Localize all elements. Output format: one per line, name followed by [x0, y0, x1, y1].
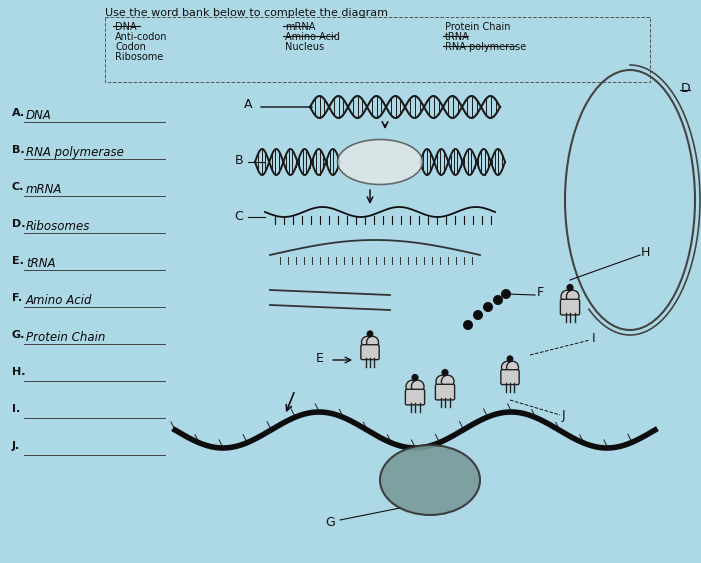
Text: DNA: DNA: [115, 22, 137, 32]
Circle shape: [442, 369, 449, 376]
Text: tRNA: tRNA: [445, 32, 470, 42]
Text: H.: H.: [12, 367, 25, 377]
Text: H: H: [641, 247, 651, 260]
Text: DNA: DNA: [26, 109, 52, 122]
Circle shape: [507, 361, 519, 373]
Circle shape: [362, 336, 374, 348]
Text: Protein Chain: Protein Chain: [26, 331, 105, 344]
Circle shape: [473, 310, 483, 320]
Circle shape: [442, 375, 454, 388]
Circle shape: [507, 355, 513, 362]
Text: Anti-codon: Anti-codon: [115, 32, 168, 42]
FancyBboxPatch shape: [560, 300, 580, 315]
Text: F.: F.: [12, 293, 22, 303]
Text: I: I: [592, 332, 596, 345]
Circle shape: [411, 380, 424, 393]
FancyBboxPatch shape: [405, 389, 425, 405]
Circle shape: [406, 380, 418, 393]
Text: D.: D.: [12, 219, 25, 229]
Text: J: J: [562, 409, 566, 422]
Circle shape: [463, 320, 473, 330]
Text: G.: G.: [12, 330, 25, 340]
Text: A: A: [243, 97, 252, 110]
Text: B: B: [234, 154, 243, 168]
Circle shape: [493, 295, 503, 305]
Circle shape: [566, 290, 579, 303]
Text: B.: B.: [12, 145, 25, 155]
Circle shape: [367, 330, 374, 337]
Text: mRNA: mRNA: [26, 183, 62, 196]
Text: C: C: [234, 209, 243, 222]
Circle shape: [411, 374, 418, 381]
Ellipse shape: [337, 140, 423, 185]
Circle shape: [367, 336, 379, 348]
Text: A.: A.: [12, 108, 25, 118]
Text: Codon: Codon: [115, 42, 146, 52]
FancyBboxPatch shape: [501, 370, 519, 385]
Text: E.: E.: [12, 256, 24, 266]
Text: C.: C.: [12, 182, 25, 192]
FancyBboxPatch shape: [361, 345, 379, 360]
Ellipse shape: [380, 445, 480, 515]
Text: mRNA: mRNA: [285, 22, 315, 32]
Text: Amino Acid: Amino Acid: [285, 32, 340, 42]
Circle shape: [501, 361, 513, 373]
Text: RNA polymerase: RNA polymerase: [26, 146, 124, 159]
Text: G: G: [325, 516, 335, 529]
Circle shape: [561, 290, 573, 303]
Text: Amino Acid: Amino Acid: [26, 294, 93, 307]
Circle shape: [566, 284, 573, 291]
Text: RNA polymerase: RNA polymerase: [445, 42, 526, 52]
Text: Protein Chain: Protein Chain: [445, 22, 510, 32]
Text: Use the word bank below to complete the diagram: Use the word bank below to complete the …: [105, 8, 388, 18]
Circle shape: [483, 302, 493, 312]
Text: D: D: [681, 83, 690, 96]
Text: Ribosomes: Ribosomes: [26, 220, 90, 233]
Text: Ribosome: Ribosome: [115, 52, 163, 62]
Bar: [105, 17, 650, 82]
Text: Nucleus: Nucleus: [285, 42, 324, 52]
Text: tRNA: tRNA: [26, 257, 55, 270]
Text: J.: J.: [12, 441, 20, 451]
FancyBboxPatch shape: [435, 385, 455, 400]
Circle shape: [501, 289, 511, 299]
Text: F: F: [537, 287, 544, 300]
Text: E: E: [316, 351, 324, 364]
Text: I.: I.: [12, 404, 20, 414]
Circle shape: [436, 375, 449, 388]
